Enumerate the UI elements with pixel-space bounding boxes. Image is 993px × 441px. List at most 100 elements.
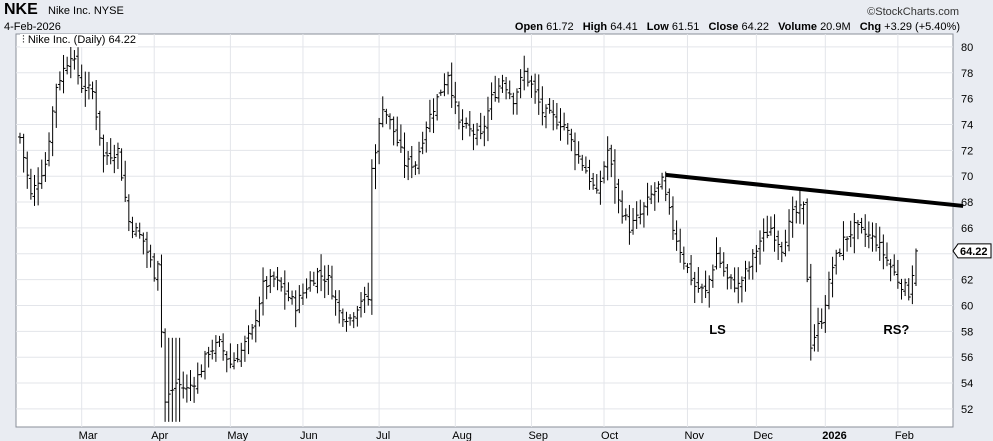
ohlc-bar bbox=[848, 220, 853, 248]
ohlc-bar bbox=[467, 111, 472, 137]
ohlc-bar bbox=[148, 244, 153, 268]
chart-header: NKE Nike Inc. NYSE 4-Feb-2026 ©StockChar… bbox=[0, 0, 993, 34]
y-tick-label: 68 bbox=[961, 197, 973, 209]
ohlc-bar bbox=[471, 123, 476, 151]
ohlc-bar bbox=[119, 148, 124, 181]
plot-area bbox=[15, 33, 954, 428]
ohlc-bar bbox=[551, 100, 556, 131]
ohlc-bar bbox=[580, 154, 585, 171]
last-price-label: 64.22 bbox=[960, 246, 988, 258]
ohlc-bar bbox=[623, 208, 628, 221]
ohlc-bar bbox=[206, 346, 211, 368]
ohlc-bar bbox=[801, 201, 806, 225]
ohlc-bar bbox=[855, 219, 860, 240]
ohlc-bar bbox=[834, 249, 839, 275]
ohlc-bar bbox=[203, 350, 208, 380]
ohlc-bar bbox=[282, 270, 287, 310]
ohlc-bar bbox=[188, 370, 193, 402]
ohlc-bar bbox=[583, 156, 588, 174]
high-label: High bbox=[582, 21, 608, 33]
ohlc-bar bbox=[533, 73, 538, 104]
ohlc-bar bbox=[406, 150, 411, 181]
ohlc-bar bbox=[380, 96, 385, 128]
ohlc-bar bbox=[507, 80, 512, 100]
ohlc-bar bbox=[569, 128, 574, 152]
ohlc-bar bbox=[892, 254, 897, 276]
ohlc-bar bbox=[72, 50, 77, 70]
ohlc-bar bbox=[565, 122, 570, 145]
ohlc-bar bbox=[94, 80, 99, 131]
ohlc-bar bbox=[482, 115, 487, 147]
credit-text[interactable]: ©StockCharts.com bbox=[867, 6, 959, 18]
ohlc-bar bbox=[344, 311, 349, 332]
ohlc-bar bbox=[134, 222, 139, 237]
ohlc-bar bbox=[210, 339, 215, 360]
ohlc-bar bbox=[398, 124, 403, 153]
ohlc-bar bbox=[819, 308, 824, 329]
ohlc-bar bbox=[373, 144, 378, 190]
ohlc-bar bbox=[805, 198, 810, 283]
ohlc-bar bbox=[616, 178, 621, 214]
ohlc-bar bbox=[707, 275, 712, 308]
ohlc-bar bbox=[910, 265, 915, 305]
ohlc-bar bbox=[333, 290, 338, 316]
ohlc-bar bbox=[656, 181, 661, 203]
low-value: 61.51 bbox=[671, 21, 700, 33]
high-value: 64.41 bbox=[610, 21, 638, 33]
ohlc-bar bbox=[155, 260, 160, 291]
ohlc-bar bbox=[402, 132, 407, 178]
ohlc-bar bbox=[105, 141, 110, 165]
chart-date: 4-Feb-2026 bbox=[4, 21, 61, 33]
ohlc-bar bbox=[710, 264, 715, 288]
ohlc-bar bbox=[783, 229, 788, 257]
ohlc-bar bbox=[543, 104, 548, 129]
ohlc-bar bbox=[899, 278, 904, 300]
ohlc-bar bbox=[297, 285, 302, 314]
ohlc-bar bbox=[228, 343, 233, 369]
ohlc-bar bbox=[863, 214, 868, 247]
ohlc-bar bbox=[130, 216, 135, 239]
chart-legend: ⫶ Nike Inc. (Daily) 64.22 bbox=[20, 34, 139, 47]
ohlc-bar bbox=[547, 98, 552, 114]
ohlc-bar bbox=[605, 136, 610, 181]
ohlc-bar bbox=[830, 256, 835, 298]
ohlc-bar bbox=[413, 161, 418, 176]
ohlc-bar bbox=[888, 259, 893, 282]
ohlc-bar bbox=[728, 274, 733, 290]
ohlc-bar bbox=[126, 194, 131, 232]
ohlc-bar bbox=[906, 278, 911, 301]
ohlc-bar bbox=[456, 101, 461, 130]
ohlc-bar bbox=[670, 196, 675, 240]
close-label: Close bbox=[708, 21, 739, 33]
ohlc-bar bbox=[884, 242, 889, 267]
ohlc-bar bbox=[159, 254, 164, 348]
ohlc-bar bbox=[250, 324, 255, 340]
x-tick-label: 2026 bbox=[822, 430, 846, 441]
ohlc-bar bbox=[736, 267, 741, 304]
ohlc-bar bbox=[322, 265, 327, 299]
ohlc-bar bbox=[391, 116, 396, 146]
ohlc-bar bbox=[460, 109, 465, 141]
x-tick-label: Oct bbox=[601, 430, 618, 441]
ohlc-bar bbox=[779, 241, 784, 263]
ohlc-bar bbox=[453, 81, 458, 115]
ohlc-bar bbox=[166, 337, 171, 422]
ohlc-bar bbox=[816, 307, 821, 352]
ohlc-bar bbox=[417, 141, 422, 175]
y-tick-label: 76 bbox=[961, 94, 973, 106]
ohlc-bar bbox=[235, 343, 240, 363]
x-tick-label: Jun bbox=[300, 430, 318, 441]
ohlc-bar bbox=[449, 62, 454, 108]
ohlc-bar bbox=[286, 282, 291, 302]
ohlc-bar bbox=[562, 112, 567, 131]
chg-value: +3.29 (+5.40%) bbox=[884, 21, 960, 33]
ohlc-bar bbox=[536, 74, 541, 115]
ohlc-bar bbox=[812, 324, 817, 352]
ohlc-bar bbox=[514, 88, 519, 115]
ohlc-bar bbox=[181, 371, 186, 399]
ohlc-bar bbox=[649, 185, 654, 205]
ohlc-bar bbox=[667, 188, 672, 215]
x-tick-label: Apr bbox=[151, 430, 168, 441]
ohlc-bar bbox=[427, 99, 432, 133]
ohlc-bar bbox=[112, 144, 117, 174]
